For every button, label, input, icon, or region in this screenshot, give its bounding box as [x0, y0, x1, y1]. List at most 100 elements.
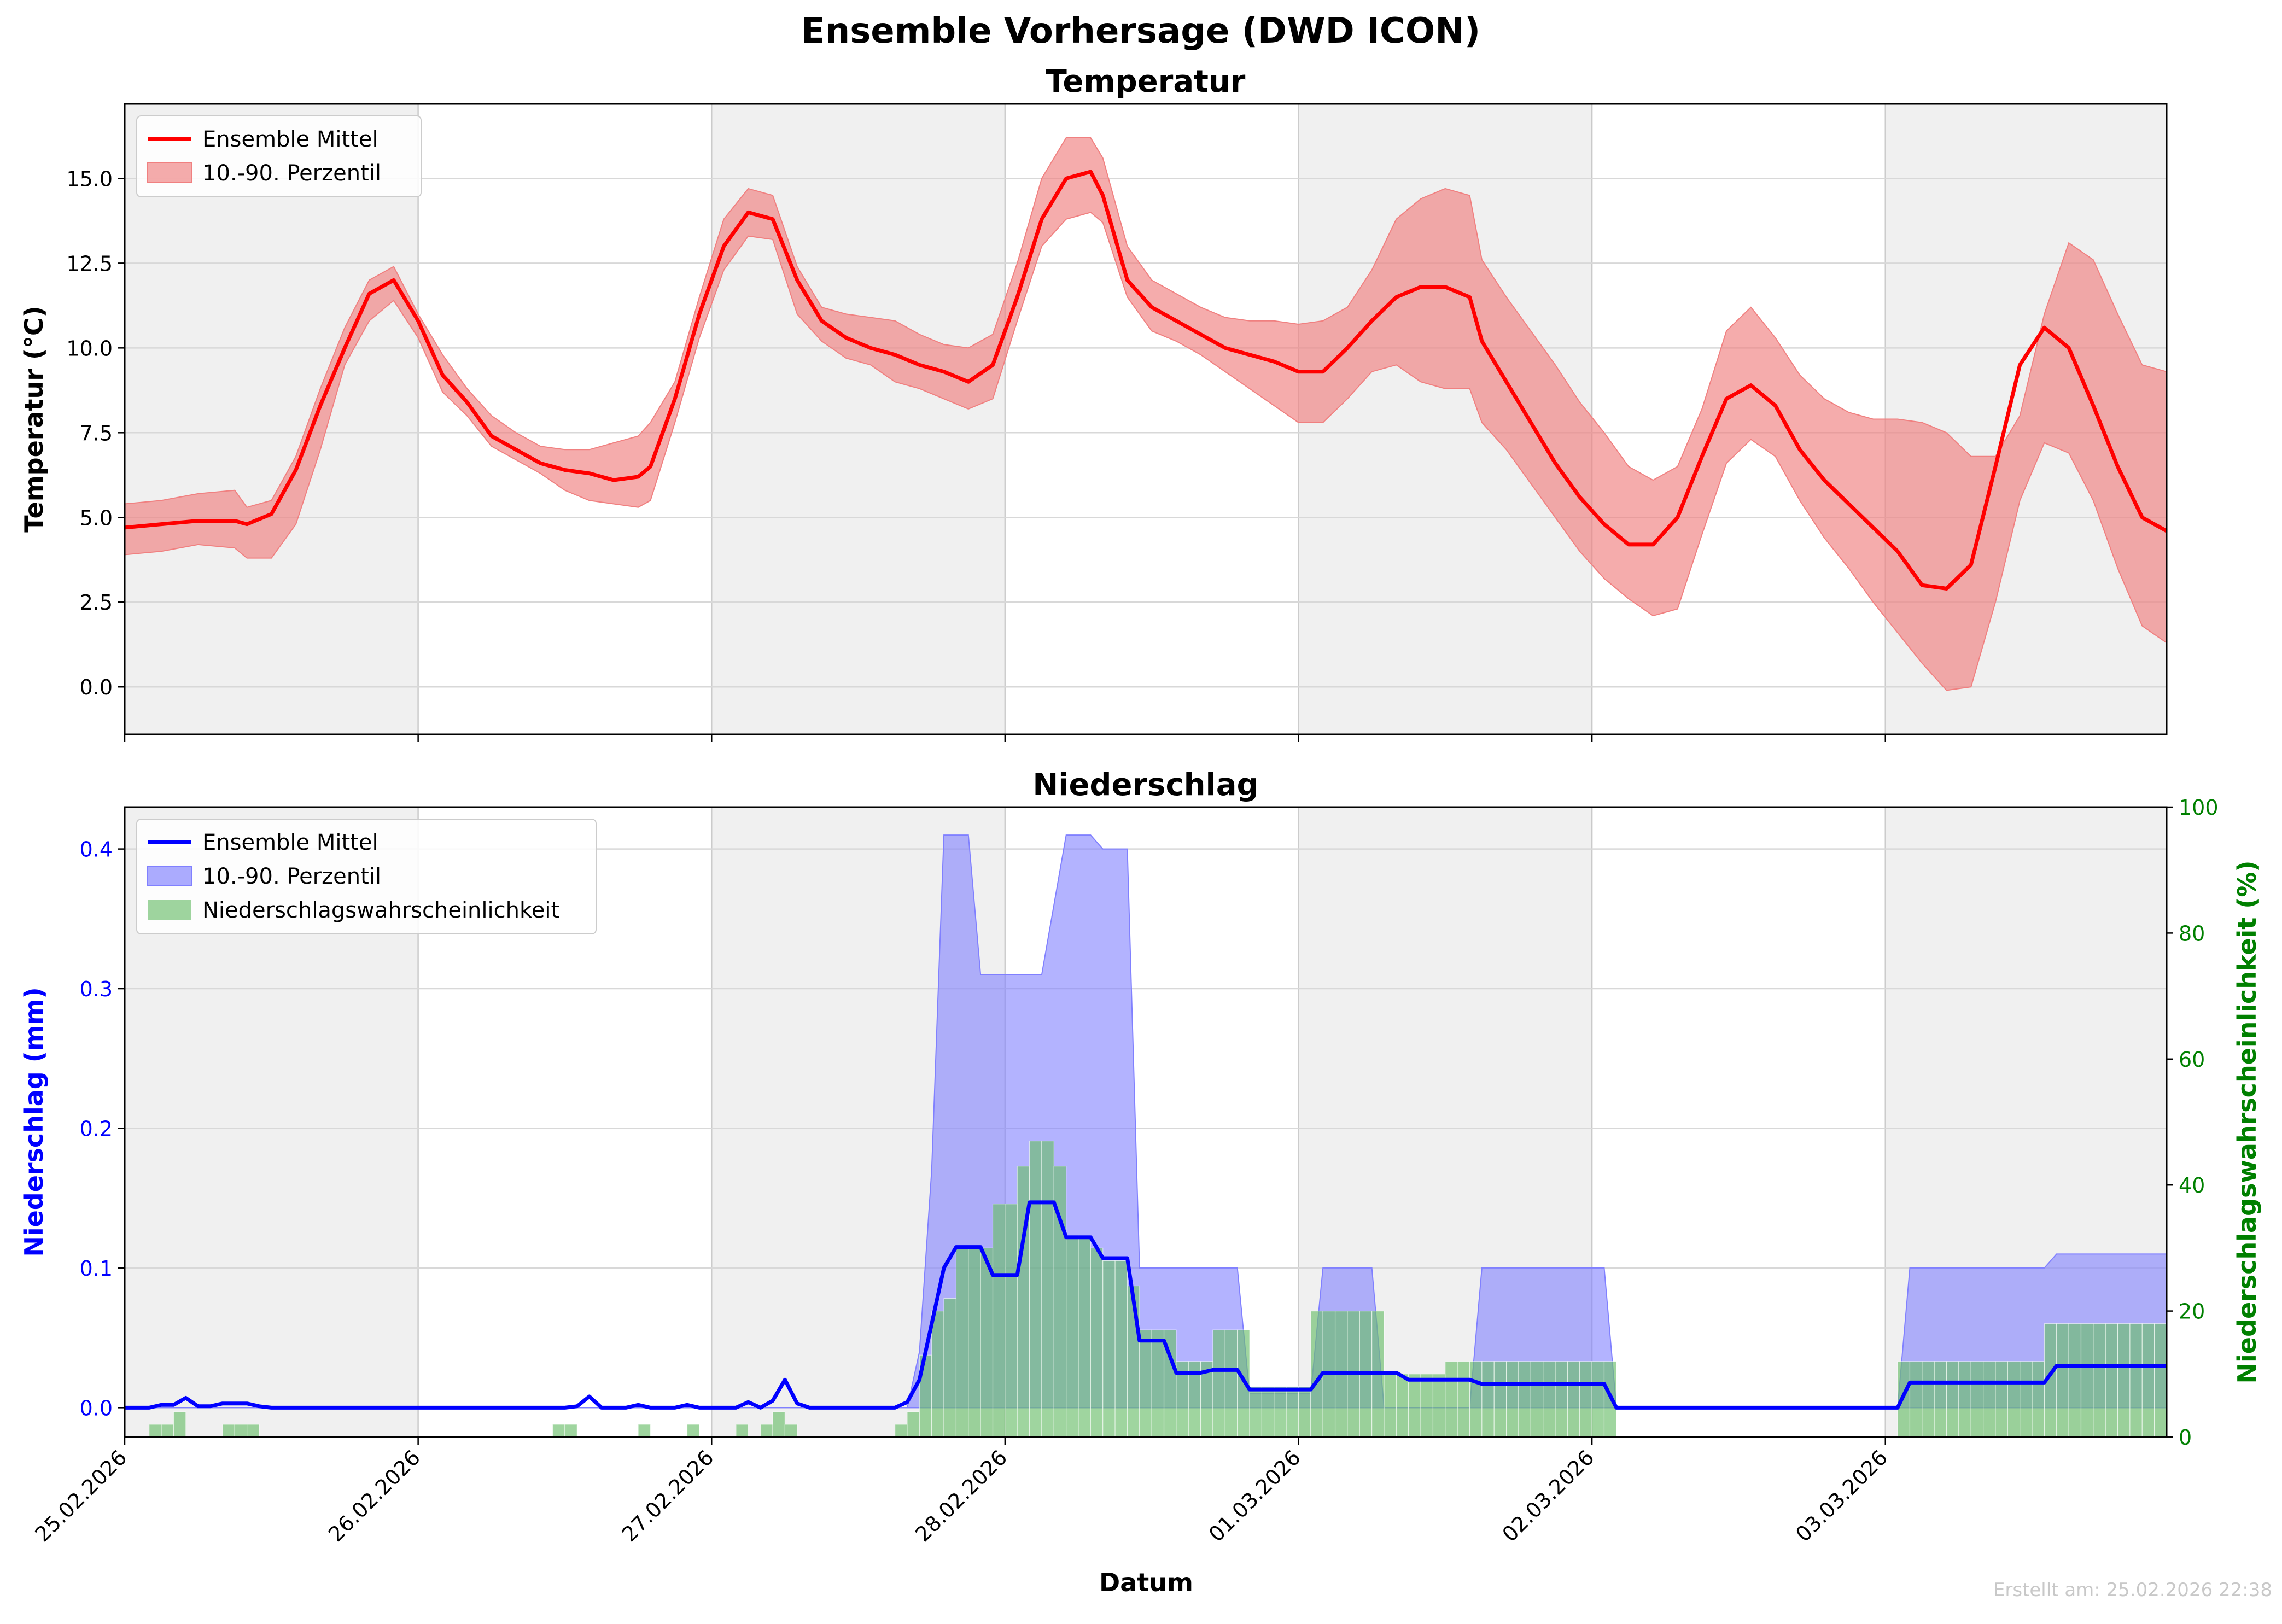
probability-bar	[1384, 1374, 1397, 1438]
probability-bar	[2093, 1323, 2106, 1438]
y-tick-label: 0.1	[80, 1257, 113, 1281]
probability-bar	[1041, 1140, 1054, 1438]
probability-bar	[1151, 1329, 1165, 1438]
plot-frame	[124, 806, 2168, 1438]
probability-bar	[968, 1247, 981, 1438]
right-tick-label: 100	[2179, 796, 2219, 820]
right-tick-label: 60	[2179, 1048, 2205, 1072]
legend-label: Niederschlagswahrscheinlichkeit	[202, 898, 559, 923]
probability-bar	[760, 1424, 773, 1438]
probability-bar	[1505, 1361, 1519, 1438]
probability-bar	[2117, 1323, 2131, 1438]
probability-bar	[1909, 1361, 1923, 1438]
probability-bar	[1555, 1361, 1568, 1438]
figure-title: Ensemble Vorhersage (DWD ICON)	[801, 11, 1480, 51]
right-tick-label: 40	[2179, 1173, 2205, 1197]
probability-bar	[1970, 1361, 1984, 1438]
probability-bar	[161, 1424, 174, 1438]
probability-bar	[1261, 1386, 1275, 1438]
probability-bar	[1139, 1329, 1152, 1438]
temp-mean-line	[124, 170, 2168, 591]
y-tick-label: 5.0	[80, 506, 113, 530]
probability-bar	[2141, 1323, 2155, 1438]
x-tick-label: 26.02.2026	[324, 1445, 425, 1546]
probability-bar	[246, 1424, 260, 1438]
probability-bar	[1958, 1361, 1971, 1438]
precip-y-axis-label: Niederschlag (mm)	[19, 987, 49, 1257]
probability-bar	[1922, 1361, 1935, 1438]
probability-bar	[2007, 1361, 2021, 1438]
probability-bar	[955, 1247, 969, 1438]
probability-bar	[1469, 1361, 1483, 1438]
legend-label: Ensemble Mittel	[202, 127, 378, 152]
probability-bar	[2032, 1361, 2045, 1438]
probability-axis-label: Niederschlagswahrscheinlichkeit (%)	[2232, 861, 2262, 1384]
day-shade-0	[125, 104, 418, 734]
probability-bar	[1396, 1374, 1409, 1438]
probability-bar	[1518, 1361, 1531, 1438]
probability-bar	[895, 1424, 908, 1438]
precip-mean-line	[125, 1200, 2167, 1410]
probability-bar	[1579, 1361, 1592, 1438]
probability-bar	[1493, 1361, 1507, 1438]
probability-bar	[1114, 1260, 1128, 1438]
precip-panel-title: Niederschlag	[1032, 767, 1258, 803]
probability-bar	[2068, 1323, 2082, 1438]
legend-label: 10.-90. Perzentil	[202, 864, 381, 889]
y-tick-label: 0.0	[80, 675, 113, 699]
probability-bar	[1567, 1361, 1580, 1438]
legend-swatch-probability	[148, 900, 191, 920]
x-tick-label: 25.02.2026	[30, 1445, 131, 1546]
probability-bar	[1298, 1386, 1311, 1438]
probability-bar	[1090, 1247, 1104, 1438]
probability-bar	[1212, 1329, 1225, 1438]
probability-bar	[1224, 1329, 1238, 1438]
probability-bar	[2056, 1323, 2069, 1438]
probability-bar	[1286, 1386, 1299, 1438]
probability-bar	[1420, 1374, 1434, 1438]
probability-bar	[1408, 1374, 1421, 1438]
legend-swatch-band	[147, 866, 192, 886]
y-tick-label: 15.0	[66, 167, 113, 191]
probability-bar	[1457, 1361, 1470, 1438]
probability-bar	[1995, 1361, 2008, 1438]
right-tick-label: 20	[2179, 1300, 2205, 1324]
probability-bar	[1530, 1361, 1544, 1438]
probability-bar	[2020, 1361, 2033, 1438]
probability-bar	[907, 1411, 920, 1438]
x-axis-label: Datum	[1099, 1568, 1193, 1597]
probability-bar	[222, 1424, 235, 1438]
probability-bar	[992, 1204, 1006, 1438]
x-tick-label: 27.02.2026	[617, 1445, 719, 1546]
y-tick-label: 7.5	[80, 421, 113, 445]
right-tick-label: 0	[2179, 1426, 2192, 1450]
precipitation-panel: 0.0 0.1 0.2 0.3 0.4 25.02.2026 26.02.2026 27.02…	[19, 767, 2262, 1546]
probability-bar	[638, 1424, 651, 1438]
probability-bar	[1591, 1361, 1605, 1438]
temp-y-axis-label: Temperatur (°C)	[19, 306, 49, 533]
y-tick-label: 12.5	[66, 252, 113, 276]
probability-bar	[2080, 1323, 2094, 1438]
probability-bar	[2129, 1323, 2143, 1438]
x-tick-label: 01.03.2026	[1204, 1445, 1305, 1546]
probability-bar	[1102, 1260, 1116, 1438]
temp-panel-title: Temperatur	[1046, 64, 1246, 100]
probability-bar	[1445, 1361, 1458, 1438]
probability-bar	[1249, 1386, 1263, 1438]
probability-bar	[1481, 1361, 1495, 1438]
probability-bar	[1934, 1361, 1947, 1438]
legend-swatch-band	[147, 162, 192, 183]
x-tick-label: 03.03.2026	[1791, 1445, 1892, 1546]
probability-bar	[1543, 1361, 1556, 1438]
plot-frame	[124, 103, 2168, 735]
probability-bar	[173, 1411, 186, 1438]
y-tick-label: 0.4	[80, 838, 113, 862]
probability-bar	[980, 1247, 994, 1438]
y-tick-label: 10.0	[66, 336, 113, 360]
y-tick-label: 0.3	[80, 977, 113, 1001]
probability-bar	[2154, 1323, 2167, 1438]
probability-bar	[2105, 1323, 2118, 1438]
x-tick-label: 28.02.2026	[911, 1445, 1012, 1546]
precip-legend	[136, 819, 597, 934]
